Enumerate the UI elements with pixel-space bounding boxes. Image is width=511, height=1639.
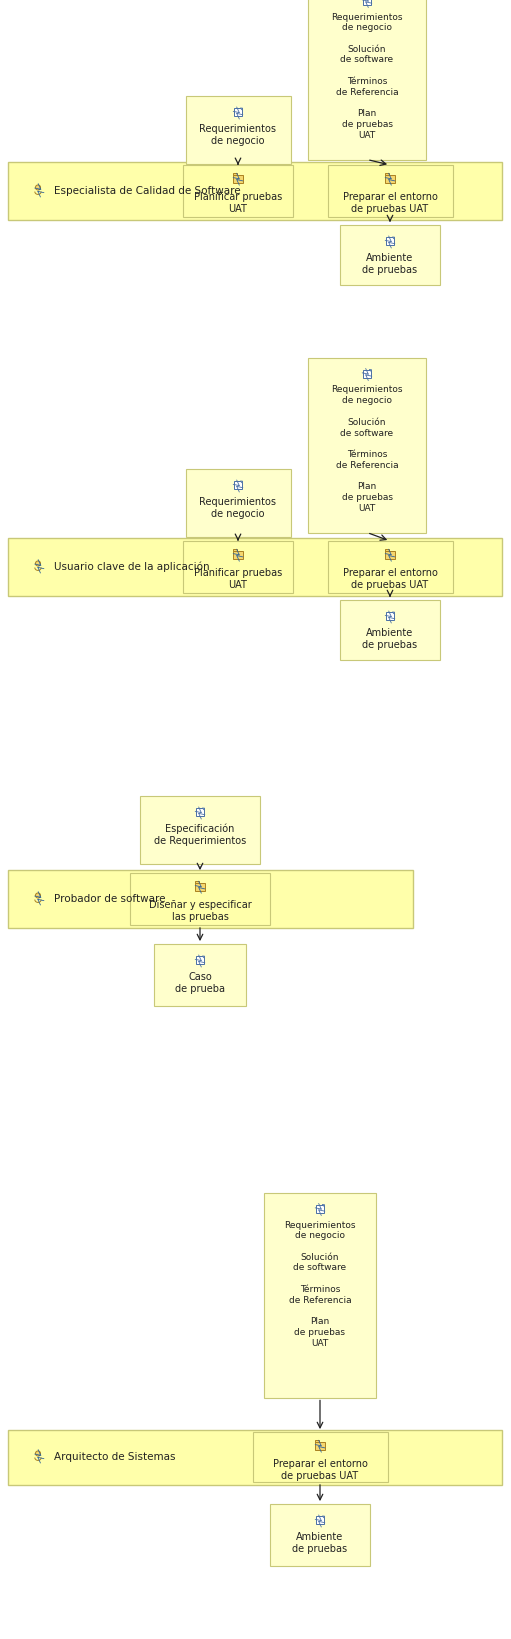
FancyBboxPatch shape: [183, 166, 293, 216]
Text: Ambiente
de pruebas: Ambiente de pruebas: [362, 252, 417, 275]
FancyBboxPatch shape: [264, 1193, 376, 1398]
Polygon shape: [202, 956, 204, 959]
FancyBboxPatch shape: [328, 541, 453, 593]
Text: Requerimientos
de negocio
 
Solución
de software
 
Términos
de Referencia
 
Plan: Requerimientos de negocio Solución de so…: [331, 385, 403, 513]
Text: Diseñar y especificar
las pruebas: Diseñar y especificar las pruebas: [149, 900, 251, 923]
FancyBboxPatch shape: [252, 1432, 387, 1482]
Text: Requerimientos
de negocio: Requerimientos de negocio: [199, 125, 276, 146]
FancyBboxPatch shape: [386, 238, 394, 244]
Circle shape: [35, 1451, 40, 1455]
FancyBboxPatch shape: [363, 369, 371, 377]
Polygon shape: [240, 480, 242, 484]
Text: Planificar pruebas
UAT: Planificar pruebas UAT: [194, 192, 282, 215]
Text: Especialista de Calidad de Software: Especialista de Calidad de Software: [54, 185, 241, 197]
FancyBboxPatch shape: [233, 175, 243, 184]
FancyBboxPatch shape: [385, 549, 389, 551]
FancyBboxPatch shape: [233, 549, 238, 551]
FancyBboxPatch shape: [196, 808, 204, 816]
FancyBboxPatch shape: [185, 97, 290, 164]
FancyBboxPatch shape: [140, 797, 260, 864]
FancyBboxPatch shape: [340, 600, 440, 661]
FancyBboxPatch shape: [8, 870, 413, 928]
FancyBboxPatch shape: [234, 480, 242, 488]
FancyBboxPatch shape: [183, 541, 293, 593]
FancyBboxPatch shape: [340, 225, 440, 285]
FancyBboxPatch shape: [8, 162, 502, 220]
FancyBboxPatch shape: [8, 538, 502, 597]
Text: Ambiente
de pruebas: Ambiente de pruebas: [292, 1532, 347, 1554]
Text: Requerimientos
de negocio
 
Solución
de software
 
Términos
de Referencia
 
Plan: Requerimientos de negocio Solución de so…: [284, 1221, 356, 1347]
FancyBboxPatch shape: [185, 469, 290, 538]
FancyBboxPatch shape: [195, 883, 205, 892]
Text: Requerimientos
de negocio
 
Solución
de software
 
Términos
de Referencia
 
Plan: Requerimientos de negocio Solución de so…: [331, 13, 403, 139]
FancyBboxPatch shape: [308, 357, 426, 533]
Polygon shape: [392, 611, 394, 615]
FancyBboxPatch shape: [233, 551, 243, 559]
FancyBboxPatch shape: [8, 1429, 502, 1485]
FancyBboxPatch shape: [195, 882, 199, 883]
FancyBboxPatch shape: [308, 0, 426, 159]
FancyBboxPatch shape: [315, 1441, 319, 1442]
Polygon shape: [240, 108, 242, 110]
FancyBboxPatch shape: [385, 174, 389, 175]
Text: Planificar pruebas
UAT: Planificar pruebas UAT: [194, 569, 282, 590]
FancyBboxPatch shape: [363, 0, 371, 5]
FancyBboxPatch shape: [233, 174, 238, 175]
FancyBboxPatch shape: [316, 1205, 324, 1213]
Polygon shape: [369, 369, 371, 372]
Polygon shape: [202, 808, 204, 810]
FancyBboxPatch shape: [154, 944, 246, 1006]
FancyBboxPatch shape: [386, 611, 394, 620]
Text: Caso
de prueba: Caso de prueba: [175, 972, 225, 993]
Text: Requerimientos
de negocio: Requerimientos de negocio: [199, 497, 276, 520]
FancyBboxPatch shape: [385, 175, 396, 184]
FancyBboxPatch shape: [316, 1516, 324, 1524]
FancyBboxPatch shape: [315, 1442, 326, 1451]
Polygon shape: [322, 1205, 324, 1206]
Text: Preparar el entorno
de pruebas UAT: Preparar el entorno de pruebas UAT: [272, 1459, 367, 1482]
FancyBboxPatch shape: [234, 108, 242, 116]
FancyBboxPatch shape: [196, 956, 204, 964]
Text: Probador de software: Probador de software: [54, 893, 166, 905]
FancyBboxPatch shape: [328, 166, 453, 216]
Polygon shape: [322, 1516, 324, 1518]
FancyBboxPatch shape: [130, 874, 270, 924]
Text: Especificación
de Requerimientos: Especificación de Requerimientos: [154, 824, 246, 846]
FancyBboxPatch shape: [270, 1505, 370, 1565]
Circle shape: [35, 561, 40, 565]
FancyBboxPatch shape: [385, 551, 396, 559]
Text: Preparar el entorno
de pruebas UAT: Preparar el entorno de pruebas UAT: [342, 192, 437, 215]
Text: Arquitecto de Sistemas: Arquitecto de Sistemas: [54, 1452, 175, 1462]
Polygon shape: [392, 238, 394, 239]
Text: Preparar el entorno
de pruebas UAT: Preparar el entorno de pruebas UAT: [342, 569, 437, 590]
Circle shape: [35, 185, 40, 190]
Text: Usuario clave de la aplicación: Usuario clave de la aplicación: [54, 562, 210, 572]
Text: Ambiente
de pruebas: Ambiente de pruebas: [362, 628, 417, 651]
Circle shape: [35, 893, 40, 898]
